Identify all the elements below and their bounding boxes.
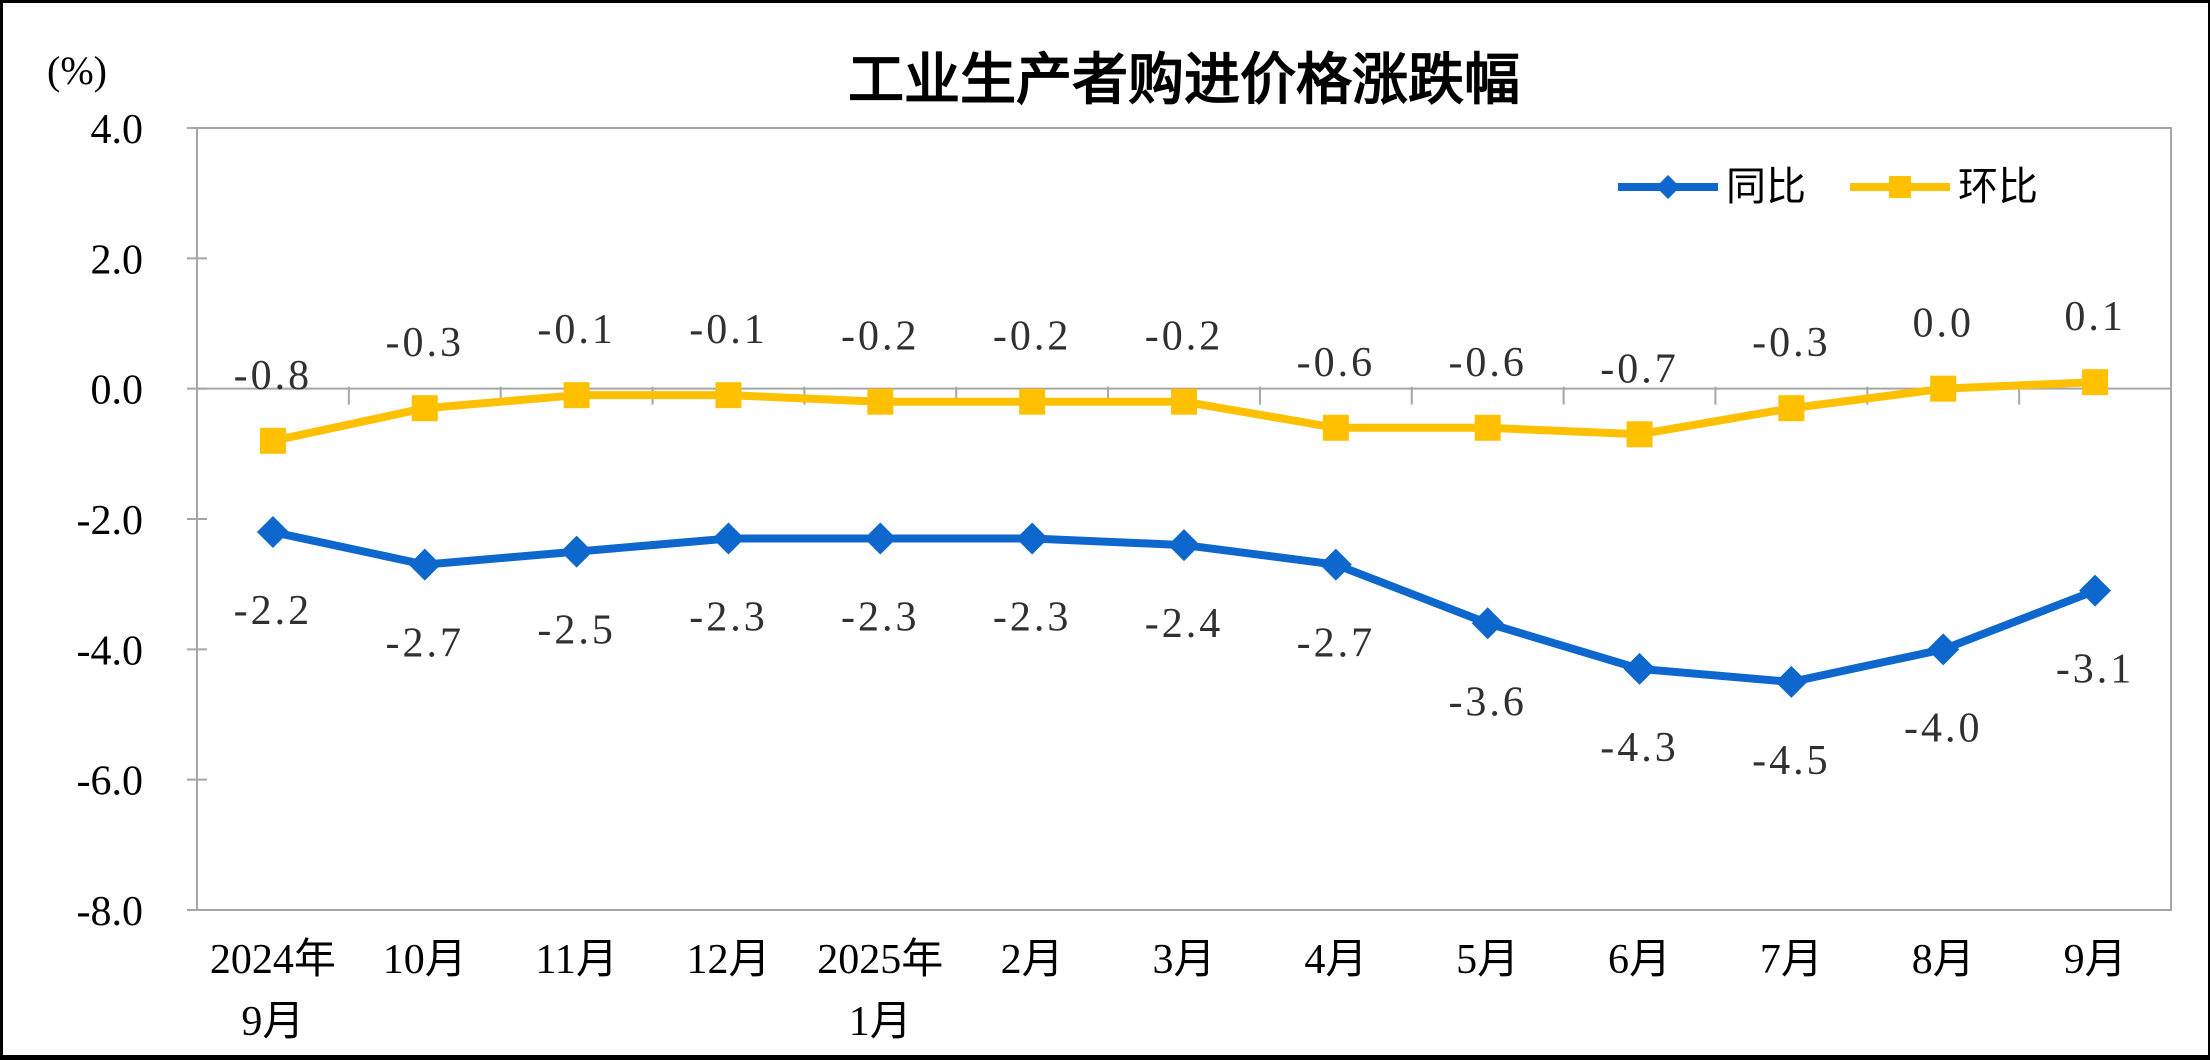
y-axis-tick-label: 0.0 xyxy=(91,368,144,414)
data-label: -2.5 xyxy=(537,608,616,654)
x-axis-category-label: 2月 xyxy=(1001,937,1064,983)
data-label: -0.2 xyxy=(1145,314,1224,360)
diamond-marker-icon xyxy=(560,535,593,568)
square-marker-icon xyxy=(2082,369,2109,396)
diamond-marker-icon xyxy=(408,548,441,581)
data-label: -0.7 xyxy=(1600,346,1679,392)
x-axis-category-label: 12月 xyxy=(686,937,770,983)
square-marker-icon xyxy=(1322,414,1349,441)
diamond-marker-icon xyxy=(1927,633,1960,666)
legend-item-huanbi: 环比 xyxy=(1850,167,2038,207)
square-marker-icon xyxy=(1171,388,1197,415)
y-axis: 4.0 2.0 0.0 -2.0 -4.0 -6.0 -8.0 xyxy=(77,107,207,935)
data-label: -2.3 xyxy=(993,595,1072,641)
legend: 同比 环比 xyxy=(1618,167,2038,207)
square-marker-icon xyxy=(259,427,286,454)
y-axis-tick-label: -6.0 xyxy=(77,759,144,805)
series-环比: -0.8 -0.3 -0.1 -0.1 -0.2 -0.2 -0.2 -0.6 -0.6 -0.7… xyxy=(234,294,2126,454)
data-label: -0.8 xyxy=(234,353,313,399)
data-label: -3.1 xyxy=(2056,647,2135,693)
square-marker-icon xyxy=(1019,388,1046,415)
square-marker-icon xyxy=(411,395,438,422)
data-label: -0.6 xyxy=(1448,340,1527,386)
legend-line-tongbi xyxy=(1618,174,1718,200)
diamond-marker-icon xyxy=(1319,548,1352,581)
square-marker-icon xyxy=(1626,421,1653,448)
y-axis-unit-label: (%) xyxy=(47,48,107,93)
x-axis-category-label: 2025年 1月 xyxy=(817,936,943,1045)
plot-area: 4.0 2.0 0.0 -2.0 -4.0 -6.0 -8.0 2024年 9月 10月 11月 12… xyxy=(77,107,2172,1045)
data-label: -0.1 xyxy=(537,307,616,353)
square-marker-icon xyxy=(1474,414,1501,441)
diamond-marker-icon xyxy=(1016,522,1049,555)
y-axis-tick-label: -2.0 xyxy=(77,498,144,544)
legend-label-huanbi: 环比 xyxy=(1958,164,2038,209)
y-axis-tick-label: 2.0 xyxy=(91,237,144,283)
data-label: -4.5 xyxy=(1752,738,1831,784)
data-label: -2.2 xyxy=(234,588,313,634)
data-label: -2.7 xyxy=(386,621,465,667)
diamond-marker-icon xyxy=(712,522,745,555)
diamond-marker-icon xyxy=(256,516,289,549)
square-marker-icon xyxy=(715,382,742,409)
x-axis-category-label: 8月 xyxy=(1912,937,1975,983)
diamond-marker-icon xyxy=(2079,574,2112,607)
legend-item-tongbi: 同比 xyxy=(1618,167,1806,207)
data-label: -2.3 xyxy=(689,595,768,641)
data-label: -0.1 xyxy=(689,307,768,353)
diamond-marker-icon xyxy=(1168,529,1200,562)
x-axis: 2024年 9月 10月 11月 12月 2025年 1月 2月 3月 4月 5月 6月 7月 8月 9月 xyxy=(196,386,2172,1045)
square-marker-icon xyxy=(563,382,590,409)
x-axis-category-label: 4月 xyxy=(1304,937,1367,983)
diamond-marker-icon xyxy=(1775,665,1808,698)
legend-diamond-marker-icon xyxy=(1655,174,1681,200)
square-marker-icon xyxy=(867,388,894,415)
data-label: -2.7 xyxy=(1297,621,1376,667)
square-marker-icon xyxy=(1930,375,1957,402)
y-axis-tick-label: -8.0 xyxy=(77,889,144,935)
series-同比: -2.2 -2.7 -2.5 -2.3 -2.3 -2.3 -2.4 -2.7 -3.6 -4.3… xyxy=(234,516,2135,784)
x-axis-category-label: 9月 xyxy=(2064,937,2127,983)
plot-border xyxy=(196,127,2172,911)
x-axis-category-label: 3月 xyxy=(1152,937,1215,983)
y-axis-tick-label: -4.0 xyxy=(77,628,144,674)
data-label: -4.3 xyxy=(1600,725,1679,771)
data-label: -0.3 xyxy=(1752,320,1831,366)
data-label: -0.3 xyxy=(386,320,465,366)
x-axis-category-label: 10月 xyxy=(383,937,467,983)
data-label: -3.6 xyxy=(1448,679,1527,725)
x-axis-category-label: 2024年 9月 xyxy=(210,936,336,1045)
legend-label-tongbi: 同比 xyxy=(1726,164,1806,209)
x-axis-category-label: 6月 xyxy=(1608,937,1671,983)
x-axis-category-label: 5月 xyxy=(1456,937,1519,983)
data-label: 0.1 xyxy=(2064,294,2126,340)
x-axis-category-label: 7月 xyxy=(1760,937,1823,983)
diamond-marker-icon xyxy=(1623,652,1656,685)
data-label: -4.0 xyxy=(1904,705,1983,751)
data-label: 0.0 xyxy=(1912,301,1974,347)
data-label: -0.6 xyxy=(1297,340,1376,386)
data-label: -2.4 xyxy=(1145,601,1224,647)
x-axis-category-label: 11月 xyxy=(535,937,617,983)
square-marker-icon xyxy=(1778,395,1805,422)
legend-line-huanbi xyxy=(1850,176,1950,198)
data-label: -2.3 xyxy=(841,595,920,641)
data-label: -0.2 xyxy=(841,314,920,360)
data-label: -0.2 xyxy=(993,314,1072,360)
chart-title: 工业生产者购进价格涨跌幅 xyxy=(848,48,1520,111)
diamond-marker-icon xyxy=(864,522,897,555)
legend-square-marker-icon xyxy=(1889,176,1911,198)
y-axis-tick-label: 4.0 xyxy=(91,107,144,153)
diamond-marker-icon xyxy=(1471,607,1504,640)
